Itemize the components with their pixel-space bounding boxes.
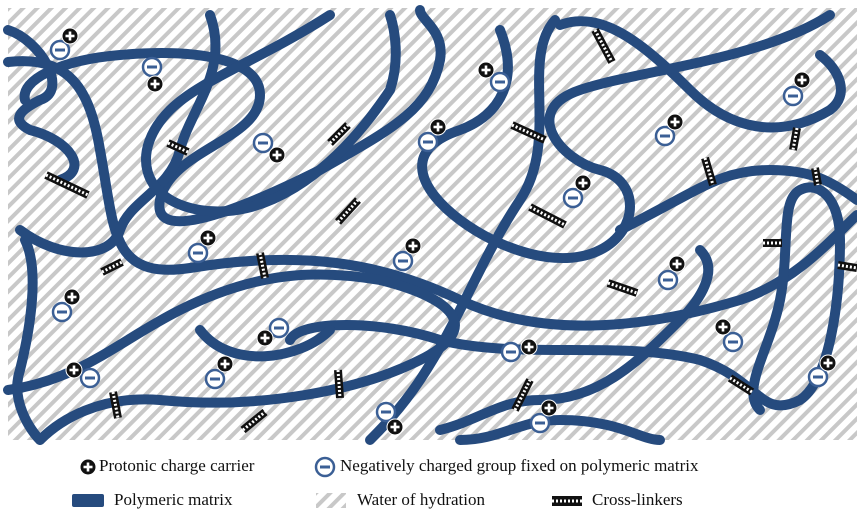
legend-icon-negative bbox=[316, 458, 334, 476]
legend-icon-proton bbox=[80, 459, 96, 475]
legend-label: Cross-linkers bbox=[592, 490, 683, 509]
legend-icon-matrix bbox=[72, 494, 104, 507]
diagram: Protonic charge carrier Negatively charg… bbox=[0, 0, 857, 510]
legend-label: Polymeric matrix bbox=[114, 490, 233, 509]
legend-label: Negatively charged group fixed on polyme… bbox=[340, 456, 699, 475]
legend-label: Protonic charge carrier bbox=[99, 456, 255, 475]
legend-label: Water of hydration bbox=[357, 490, 485, 509]
legend: Protonic charge carrier Negatively charg… bbox=[72, 456, 699, 509]
legend-icon-water bbox=[316, 493, 346, 508]
